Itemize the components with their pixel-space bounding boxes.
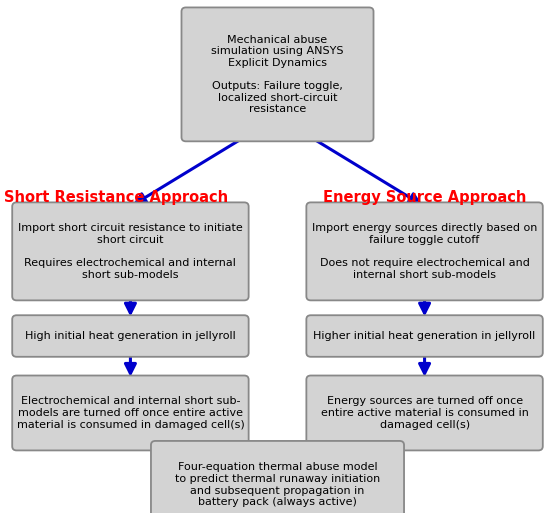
Text: Mechanical abuse
simulation using ANSYS
Explicit Dynamics

Outputs: Failure togg: Mechanical abuse simulation using ANSYS …: [211, 34, 344, 114]
Text: Electrochemical and internal short sub-
models are turned off once entire active: Electrochemical and internal short sub- …: [17, 397, 244, 429]
Text: Short Resistance Approach: Short Resistance Approach: [4, 190, 229, 205]
FancyBboxPatch shape: [306, 315, 543, 357]
FancyBboxPatch shape: [306, 376, 543, 450]
FancyBboxPatch shape: [181, 8, 374, 142]
Text: Energy Source Approach: Energy Source Approach: [323, 190, 526, 205]
Text: Four-equation thermal abuse model
to predict thermal runaway initiation
and subs: Four-equation thermal abuse model to pre…: [175, 462, 380, 507]
Text: High initial heat generation in jellyroll: High initial heat generation in jellyrol…: [25, 331, 236, 341]
Text: Higher initial heat generation in jellyroll: Higher initial heat generation in jellyr…: [314, 331, 536, 341]
FancyBboxPatch shape: [151, 441, 404, 513]
Text: Import energy sources directly based on
failure toggle cutoff

Does not require : Import energy sources directly based on …: [312, 223, 537, 280]
FancyBboxPatch shape: [12, 376, 249, 450]
FancyBboxPatch shape: [12, 203, 249, 301]
FancyBboxPatch shape: [12, 315, 249, 357]
FancyBboxPatch shape: [306, 203, 543, 301]
Text: Energy sources are turned off once
entire active material is consumed in
damaged: Energy sources are turned off once entir…: [321, 397, 528, 429]
Text: Import short circuit resistance to initiate
short circuit

Requires electrochemi: Import short circuit resistance to initi…: [18, 223, 243, 280]
